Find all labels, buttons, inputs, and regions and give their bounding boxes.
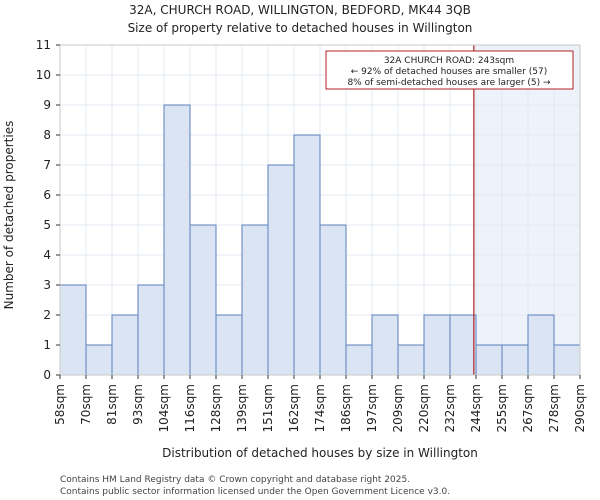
y-tick-label: 8 <box>43 128 51 142</box>
histogram-bar <box>59 284 87 376</box>
x-tick-label: 232sqm <box>443 384 457 432</box>
footer-line-2: Contains public sector information licen… <box>60 487 450 497</box>
x-tick-label: 174sqm <box>313 384 327 432</box>
y-tick-label: 2 <box>43 308 51 322</box>
histogram-bar <box>449 314 477 376</box>
x-tick-label: 290sqm <box>573 384 587 432</box>
y-tick-label: 6 <box>43 188 51 202</box>
histogram-bar <box>397 344 425 376</box>
histogram-bar <box>189 224 217 376</box>
x-tick-label: 81sqm <box>105 384 119 425</box>
y-axis-label: Number of detached properties <box>2 121 16 310</box>
y-tick-label: 10 <box>36 68 51 82</box>
histogram-bar <box>553 344 581 376</box>
y-tick-label: 1 <box>43 338 51 352</box>
histogram-bar <box>111 314 139 376</box>
annotation-line-1: 32A CHURCH ROAD: 243sqm <box>384 56 514 66</box>
histogram-bar <box>241 224 269 376</box>
histogram-bar <box>371 314 399 376</box>
histogram-bar <box>85 344 113 376</box>
annotation-line-3: 8% of semi-detached houses are larger (5… <box>347 78 551 88</box>
histogram-bar <box>267 164 295 376</box>
chart-title-line2: Size of property relative to detached ho… <box>128 21 473 35</box>
x-tick-label: 139sqm <box>235 384 249 432</box>
x-tick-label: 93sqm <box>131 384 145 425</box>
y-tick-label: 3 <box>43 278 51 292</box>
bars-group <box>59 104 581 376</box>
annotation-line-2: ← 92% of detached houses are smaller (57… <box>351 67 548 77</box>
histogram-bar <box>215 314 243 376</box>
histogram-bar <box>293 134 321 376</box>
x-tick-label: 128sqm <box>209 384 223 432</box>
x-tick-label: 186sqm <box>339 384 353 432</box>
x-tick-label: 162sqm <box>287 384 301 432</box>
footer-line-1: Contains HM Land Registry data © Crown c… <box>60 475 410 485</box>
x-tick-label: 70sqm <box>79 384 93 425</box>
y-tick-label: 7 <box>43 158 51 172</box>
y-tick-label: 9 <box>43 98 51 112</box>
x-tick-label: 267sqm <box>521 384 535 432</box>
annotation-frame <box>325 50 574 90</box>
annotation-box: 32A CHURCH ROAD: 243sqm ← 92% of detache… <box>325 50 574 90</box>
x-tick-label: 197sqm <box>365 384 379 432</box>
y-tick-label: 5 <box>43 218 51 232</box>
x-tick-label: 209sqm <box>391 384 405 432</box>
histogram-bar <box>475 344 503 376</box>
x-tick-label: 244sqm <box>469 384 483 432</box>
x-tick-label: 278sqm <box>547 384 561 432</box>
x-tick-label: 104sqm <box>157 384 171 432</box>
histogram-bar <box>163 104 191 376</box>
x-axis-ticks: 58sqm 70sqm 81sqm 93sqm 104sqm 116sqm 128sqm 13… <box>53 375 587 432</box>
histogram-bar <box>527 314 555 376</box>
y-axis-ticks: 0 1 2 3 4 5 6 7 8 9 10 11 <box>36 38 60 382</box>
larger-region-highlight <box>473 45 580 375</box>
x-tick-label: 255sqm <box>495 384 509 432</box>
chart-title-line1: 32A, CHURCH ROAD, WILLINGTON, BEDFORD, M… <box>129 3 471 17</box>
x-axis-label: Distribution of detached houses by size … <box>162 446 478 460</box>
histogram-bar <box>423 314 451 376</box>
x-tick-label: 116sqm <box>183 384 197 432</box>
y-tick-label: 0 <box>43 368 51 382</box>
x-tick-label: 58sqm <box>53 384 67 425</box>
y-tick-label: 11 <box>36 38 51 52</box>
y-tick-label: 4 <box>43 248 51 262</box>
histogram-bar <box>501 344 529 376</box>
histogram-bar <box>319 224 347 376</box>
x-tick-label: 151sqm <box>261 384 275 432</box>
x-tick-label: 220sqm <box>417 384 431 432</box>
histogram-bar <box>345 344 373 376</box>
histogram-bar <box>137 284 165 376</box>
